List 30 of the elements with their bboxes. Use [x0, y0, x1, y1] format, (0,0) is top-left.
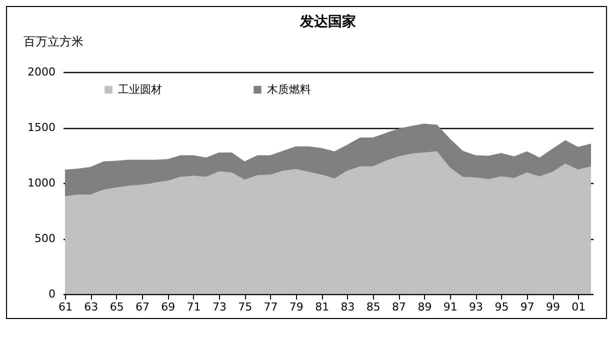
x-tick-label: 89 [418, 300, 432, 314]
x-tick-label: 99 [546, 300, 560, 314]
x-tick-label: 81 [315, 300, 330, 314]
legend-label: 工业圆材 [118, 82, 162, 96]
x-tick-label: 93 [469, 300, 484, 314]
x-tick-label: 85 [366, 300, 380, 314]
x-tick-label: 87 [392, 300, 406, 314]
x-tick-label: 95 [494, 300, 509, 314]
y-axis-title: 百万立方米 [24, 34, 84, 48]
x-tick-label: 77 [264, 300, 278, 314]
x-tick-label: 63 [84, 300, 98, 314]
x-tick-label: 79 [289, 300, 304, 314]
x-tick-label: 71 [186, 300, 201, 314]
y-tick-label: 0 [48, 288, 56, 300]
y-tick-label: 2000 [28, 66, 56, 78]
x-tick-label: 69 [161, 300, 176, 314]
x-tick-label: 61 [58, 300, 72, 314]
y-tick-label: 1500 [28, 121, 56, 134]
x-tick-label: 97 [520, 300, 534, 314]
x-tick-label: 01 [572, 300, 586, 314]
x-tick-label: 65 [110, 300, 124, 314]
x-tick-label: 91 [443, 300, 458, 314]
y-tick-label: 1000 [28, 176, 56, 190]
x-tick-label: 67 [135, 300, 150, 314]
y-tick-label: 500 [34, 232, 56, 245]
chart-title: 发达国家 [299, 13, 356, 30]
x-tick-label: 73 [212, 300, 226, 314]
legend-label: 木质燃料 [267, 82, 311, 96]
x-tick-label: 75 [238, 300, 252, 314]
x-tick-label: 83 [340, 300, 355, 314]
